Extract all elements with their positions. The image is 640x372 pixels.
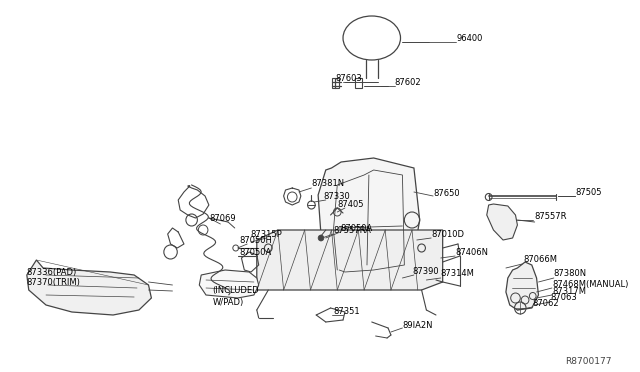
Polygon shape xyxy=(487,204,517,240)
Text: 87405: 87405 xyxy=(337,199,364,208)
Text: (INCLUDED: (INCLUDED xyxy=(212,285,259,295)
Text: 87557RA: 87557RA xyxy=(333,225,371,234)
Polygon shape xyxy=(318,158,420,278)
Circle shape xyxy=(318,235,324,241)
Text: W/PAD): W/PAD) xyxy=(212,298,244,307)
Text: 87603: 87603 xyxy=(335,74,362,83)
Text: 87505: 87505 xyxy=(575,187,602,196)
Text: 87650: 87650 xyxy=(433,189,460,198)
Text: 96400: 96400 xyxy=(456,33,483,42)
Text: 89IA2N: 89IA2N xyxy=(403,321,433,330)
Text: 87066M: 87066M xyxy=(523,256,557,264)
Text: 87050H: 87050H xyxy=(239,235,273,244)
Text: 87468M(MANUAL): 87468M(MANUAL) xyxy=(552,280,628,289)
Polygon shape xyxy=(199,270,259,298)
Text: 87351: 87351 xyxy=(333,307,360,315)
Text: 87370(TRIM): 87370(TRIM) xyxy=(27,278,81,286)
Text: 87381N: 87381N xyxy=(312,179,344,187)
Text: 87330: 87330 xyxy=(324,192,351,201)
Text: 87406N: 87406N xyxy=(455,247,488,257)
Text: 87390: 87390 xyxy=(412,266,438,276)
Text: 87380N: 87380N xyxy=(554,269,587,279)
Text: 87050A: 87050A xyxy=(239,247,272,257)
Text: 87069: 87069 xyxy=(209,214,236,222)
Text: 87336(PAD): 87336(PAD) xyxy=(27,267,77,276)
Text: 87315P: 87315P xyxy=(250,230,282,238)
Text: 87010D: 87010D xyxy=(431,230,464,238)
Text: 87557R: 87557R xyxy=(534,212,567,221)
Polygon shape xyxy=(257,230,443,290)
Polygon shape xyxy=(27,260,152,315)
Text: R8700177: R8700177 xyxy=(565,357,612,366)
Text: 87062: 87062 xyxy=(532,299,559,308)
Text: 87063: 87063 xyxy=(550,294,577,302)
Polygon shape xyxy=(506,262,538,310)
Text: 87602: 87602 xyxy=(395,77,421,87)
Text: 87314M: 87314M xyxy=(441,269,475,279)
Text: 87050A: 87050A xyxy=(340,224,372,232)
Text: 87317M: 87317M xyxy=(552,288,586,296)
